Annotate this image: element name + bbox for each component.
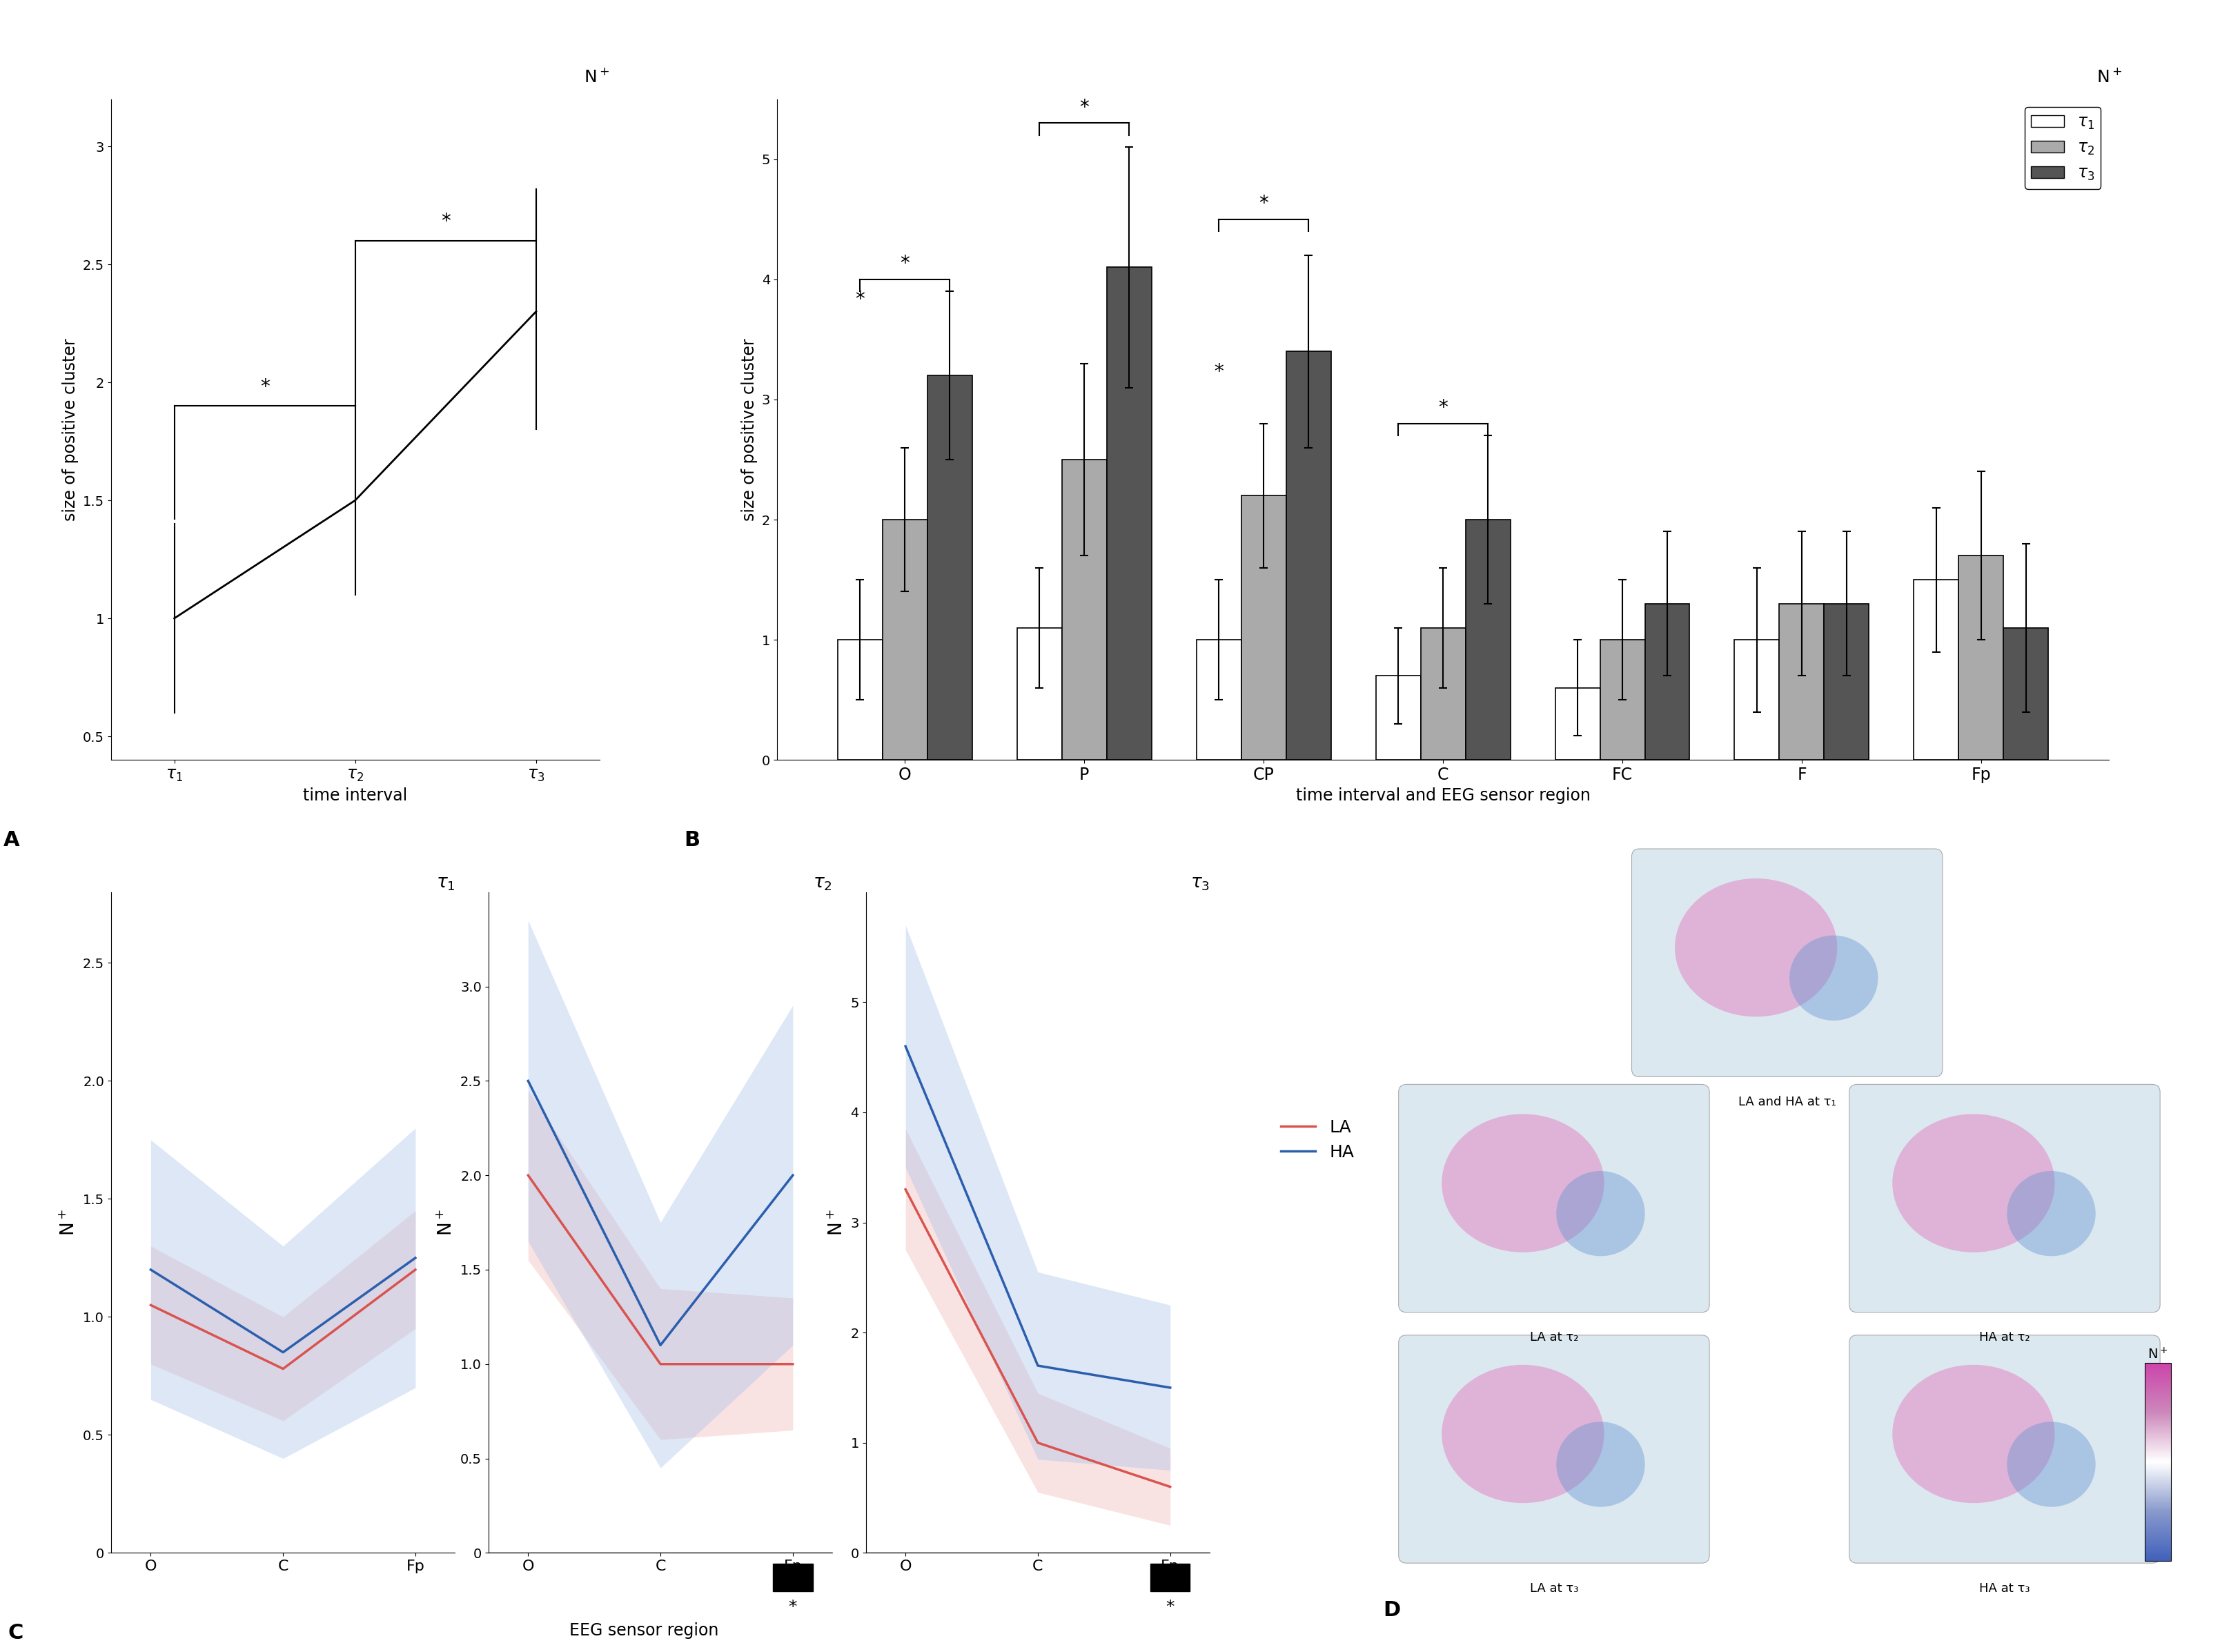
- Line: HA: HA: [906, 1046, 1170, 1388]
- Text: *: *: [899, 254, 910, 273]
- Line: HA: HA: [528, 1080, 793, 1345]
- Bar: [1601, 639, 1645, 760]
- Text: *: *: [855, 291, 866, 309]
- Ellipse shape: [1789, 935, 1878, 1021]
- HA: [402, 1247, 428, 1267]
- Text: A: A: [4, 829, 20, 851]
- Text: N$^+$: N$^+$: [584, 69, 608, 86]
- Bar: [773, 1564, 813, 1591]
- Ellipse shape: [1891, 1113, 2056, 1252]
- Text: *: *: [442, 211, 451, 231]
- Legend: $\tau_1$, $\tau_2$, $\tau_3$: $\tau_1$, $\tau_2$, $\tau_3$: [2025, 107, 2100, 188]
- Bar: [1197, 639, 1241, 760]
- Line: LA: LA: [528, 1175, 793, 1365]
- Text: *: *: [1214, 362, 1223, 382]
- Line: LA: LA: [151, 1270, 415, 1370]
- HA: [271, 1343, 297, 1363]
- FancyBboxPatch shape: [1399, 1084, 1709, 1312]
- Bar: [1421, 628, 1465, 760]
- Line: HA: HA: [151, 1257, 415, 1353]
- Bar: [1106, 268, 1152, 760]
- FancyBboxPatch shape: [1849, 1335, 2160, 1563]
- LA: [1023, 1432, 1052, 1452]
- Bar: [1556, 687, 1601, 760]
- Bar: [837, 639, 881, 760]
- Bar: [2005, 628, 2049, 760]
- Ellipse shape: [1556, 1171, 1645, 1256]
- Text: *: *: [1439, 398, 1447, 418]
- Bar: [928, 375, 972, 760]
- Text: D: D: [1383, 1601, 1401, 1621]
- FancyBboxPatch shape: [1399, 1335, 1709, 1563]
- Bar: [1150, 1564, 1190, 1591]
- HA: [892, 1036, 919, 1056]
- HA: [1023, 1356, 1052, 1376]
- Text: HA at τ₃: HA at τ₃: [1980, 1583, 2029, 1594]
- Bar: [1825, 603, 1869, 760]
- Text: LA and HA at τ₁: LA and HA at τ₁: [1738, 1095, 1836, 1108]
- Bar: [1645, 603, 1689, 760]
- Text: LA at τ₂: LA at τ₂: [1530, 1332, 1578, 1343]
- X-axis label: time interval: time interval: [302, 786, 408, 803]
- Ellipse shape: [1441, 1365, 1605, 1503]
- LA: [402, 1260, 428, 1280]
- Text: *: *: [1259, 193, 1268, 213]
- Text: $\tau_2$: $\tau_2$: [813, 874, 832, 892]
- Line: LA: LA: [906, 1189, 1170, 1487]
- Bar: [1465, 520, 1510, 760]
- Y-axis label: N$^+$: N$^+$: [437, 1209, 457, 1236]
- Text: $\tau_1$: $\tau_1$: [435, 874, 455, 892]
- HA: [648, 1335, 675, 1355]
- Ellipse shape: [2007, 1171, 2096, 1256]
- Text: HA at τ₂: HA at τ₂: [1980, 1332, 2029, 1343]
- HA: [1157, 1378, 1183, 1398]
- LA: [779, 1355, 806, 1374]
- X-axis label: time interval and EEG sensor region: time interval and EEG sensor region: [1296, 786, 1590, 803]
- Bar: [1061, 459, 1106, 760]
- Text: $\tau_3$: $\tau_3$: [1190, 874, 1210, 892]
- HA: [779, 1165, 806, 1184]
- Text: N$^+$: N$^+$: [2096, 69, 2122, 86]
- Text: *: *: [788, 1599, 797, 1616]
- Bar: [881, 520, 928, 760]
- Text: *: *: [260, 377, 269, 396]
- LA: [271, 1360, 297, 1379]
- Bar: [1914, 580, 1958, 760]
- LA: [892, 1180, 919, 1199]
- Y-axis label: N$^+$: N$^+$: [60, 1209, 80, 1236]
- Y-axis label: size of positive cluster: size of positive cluster: [741, 339, 757, 520]
- Ellipse shape: [2007, 1422, 2096, 1507]
- LA: [1157, 1477, 1183, 1497]
- Legend: LA, HA: LA, HA: [1274, 1112, 1361, 1168]
- Bar: [1780, 603, 1825, 760]
- Title: N$^+$: N$^+$: [2147, 1346, 2169, 1361]
- Ellipse shape: [1556, 1422, 1645, 1507]
- LA: [138, 1295, 164, 1315]
- Bar: [1376, 676, 1421, 760]
- Text: EEG sensor region: EEG sensor region: [568, 1622, 719, 1639]
- Text: B: B: [684, 829, 699, 851]
- FancyBboxPatch shape: [1849, 1084, 2160, 1312]
- LA: [648, 1355, 675, 1374]
- Y-axis label: N$^+$: N$^+$: [828, 1209, 846, 1236]
- Bar: [1241, 496, 1285, 760]
- Ellipse shape: [1674, 879, 1838, 1016]
- Bar: [1017, 628, 1061, 760]
- Y-axis label: size of positive cluster: size of positive cluster: [62, 339, 80, 520]
- HA: [138, 1260, 164, 1280]
- Text: LA at τ₃: LA at τ₃: [1530, 1583, 1578, 1594]
- Bar: [1734, 639, 1780, 760]
- LA: [515, 1165, 542, 1184]
- Text: C: C: [9, 1622, 22, 1644]
- Ellipse shape: [1441, 1113, 1605, 1252]
- Text: *: *: [1079, 97, 1090, 117]
- Bar: [1958, 555, 2005, 760]
- HA: [515, 1070, 542, 1090]
- Bar: [1285, 352, 1330, 760]
- Text: *: *: [1166, 1599, 1174, 1616]
- FancyBboxPatch shape: [1632, 849, 1942, 1077]
- Ellipse shape: [1891, 1365, 2056, 1503]
